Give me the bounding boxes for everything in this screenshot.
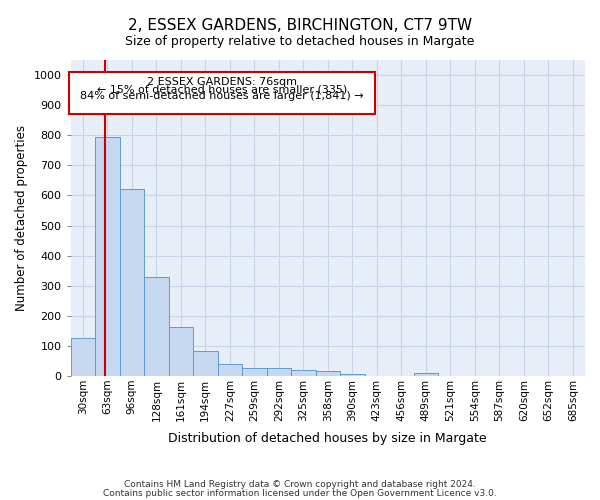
Bar bbox=[413, 374, 438, 376]
Text: Contains HM Land Registry data © Crown copyright and database right 2024.: Contains HM Land Registry data © Crown c… bbox=[124, 480, 476, 489]
Bar bbox=[266, 368, 291, 376]
FancyBboxPatch shape bbox=[69, 72, 375, 114]
Bar bbox=[316, 371, 340, 376]
Bar bbox=[95, 136, 119, 376]
X-axis label: Distribution of detached houses by size in Margate: Distribution of detached houses by size … bbox=[169, 432, 487, 445]
Bar bbox=[340, 374, 365, 376]
Text: ← 15% of detached houses are smaller (335): ← 15% of detached houses are smaller (33… bbox=[97, 84, 347, 94]
Bar bbox=[291, 370, 316, 376]
Bar bbox=[218, 364, 242, 376]
Text: 2, ESSEX GARDENS, BIRCHINGTON, CT7 9TW: 2, ESSEX GARDENS, BIRCHINGTON, CT7 9TW bbox=[128, 18, 472, 32]
Text: Size of property relative to detached houses in Margate: Size of property relative to detached ho… bbox=[125, 35, 475, 48]
Bar bbox=[119, 190, 144, 376]
Bar bbox=[242, 368, 266, 376]
Bar bbox=[169, 327, 193, 376]
Text: 2 ESSEX GARDENS: 76sqm: 2 ESSEX GARDENS: 76sqm bbox=[147, 76, 297, 86]
Y-axis label: Number of detached properties: Number of detached properties bbox=[15, 125, 28, 311]
Text: 84% of semi-detached houses are larger (1,841) →: 84% of semi-detached houses are larger (… bbox=[80, 91, 364, 101]
Bar bbox=[193, 352, 218, 376]
Bar bbox=[144, 276, 169, 376]
Bar bbox=[71, 338, 95, 376]
Text: Contains public sector information licensed under the Open Government Licence v3: Contains public sector information licen… bbox=[103, 489, 497, 498]
